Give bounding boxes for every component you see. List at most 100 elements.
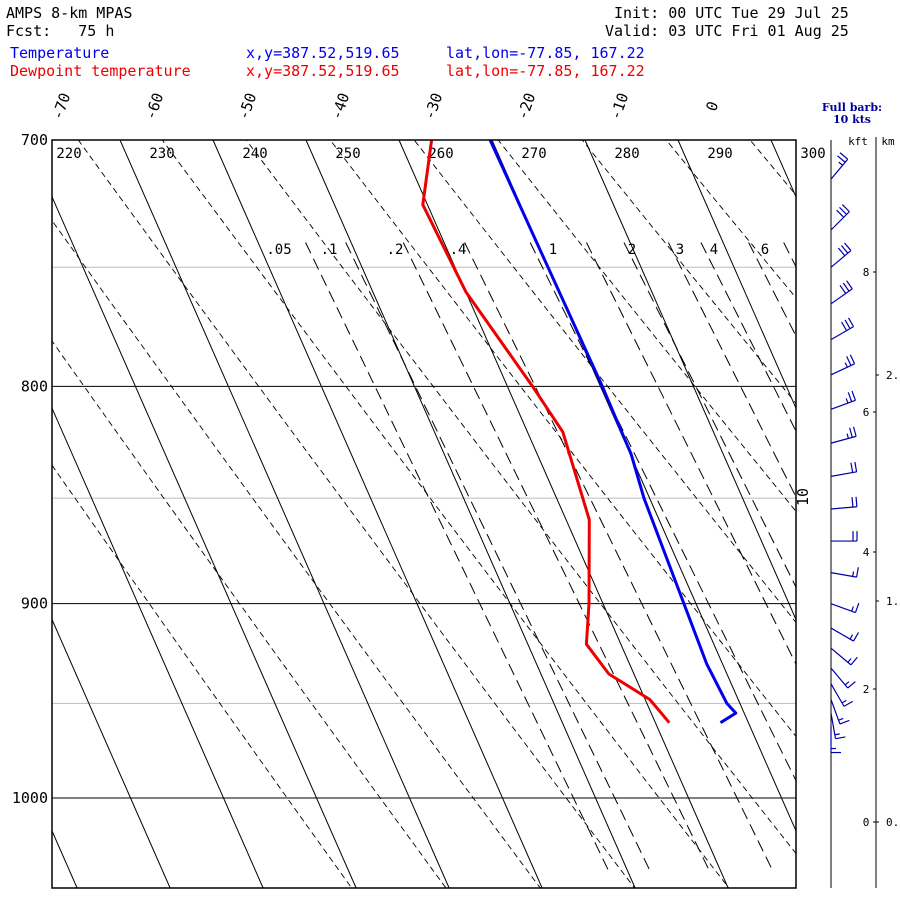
pressure-tick-label: 1000 — [12, 789, 48, 807]
wind-barb-staff — [830, 603, 856, 614]
wind-barb — [830, 602, 860, 614]
mixing-ratio-line — [748, 242, 796, 338]
dry-adiabat — [52, 219, 541, 888]
isotherm-label: -20 — [513, 90, 539, 122]
wind-barb-flag — [837, 155, 846, 163]
forecast-label-text: Fcst: — [6, 22, 52, 40]
dry-adiabat — [497, 140, 796, 513]
legend-dewpoint-name: Dewpoint temperature — [10, 62, 191, 80]
wind-barb-flag — [852, 426, 857, 437]
wind-barb — [830, 152, 849, 180]
mixing-ratio-label: .1 — [321, 242, 338, 258]
wind-barb-flag — [850, 462, 854, 473]
mixing-ratio-label: 1 — [549, 242, 557, 258]
plot-frame — [51, 139, 797, 889]
isotherm-label: 10 — [794, 488, 812, 506]
mixing-ratio-line — [464, 242, 773, 871]
wind-barb-staff — [830, 326, 854, 341]
mixing-ratio-line — [623, 242, 796, 589]
height-kft-tick-label: 2 — [863, 683, 870, 696]
wind-barb-half-flag — [851, 606, 854, 612]
mixing-ratio-line — [345, 242, 651, 871]
pressure-tick-label: 700 — [21, 131, 48, 149]
chart-series — [421, 139, 738, 724]
wind-barb — [830, 317, 855, 341]
dry-adiabat — [52, 464, 353, 888]
wind-barb-staff — [830, 667, 849, 689]
dry-adiabat-label: 270 — [521, 146, 546, 162]
wind-barb — [830, 354, 856, 376]
wind-barb-flag — [839, 152, 849, 160]
barb-note-line1: Full barb: — [821, 101, 883, 114]
wind-barb-staff — [830, 712, 837, 739]
wind-barb — [830, 242, 852, 268]
wind-barb-half-flag — [845, 398, 849, 404]
wind-barb-half-flag — [844, 362, 848, 368]
legend-temperature-xy: x,y=387.52,519.65 — [246, 44, 400, 62]
wind-barb-flag — [854, 602, 860, 613]
forecast-label: Fcst: 75 h — [6, 22, 114, 40]
wind-barb — [830, 627, 860, 642]
wind-barb-staff — [830, 250, 852, 268]
mixing-ratio-line — [700, 242, 796, 433]
dry-adiabat-label: 260 — [428, 146, 453, 162]
mixing-ratio-label: 6 — [761, 242, 769, 258]
wind-barb-flag — [843, 700, 853, 707]
isotherm-label: 0 — [702, 99, 722, 114]
wind-barb-half-flag — [838, 717, 844, 721]
isotherm-line — [52, 829, 78, 888]
isotherm-label: -70 — [48, 90, 74, 122]
mixing-ratio-label: .4 — [450, 242, 467, 258]
isotherm-label-text: -30 — [420, 90, 446, 122]
wind-barb — [830, 390, 856, 410]
wind-barb-staff — [830, 699, 841, 725]
isotherm-label-text: -20 — [513, 90, 539, 122]
wind-barb — [830, 726, 841, 754]
height-kft-tick-label: 0 — [863, 816, 870, 829]
wind-barb-flag — [844, 242, 852, 251]
temperature-line — [488, 139, 738, 724]
isotherm-line — [52, 195, 357, 888]
mixing-ratio-label: 3 — [676, 242, 684, 258]
wind-barb — [830, 204, 850, 231]
wind-barb-flag — [839, 719, 850, 725]
pressure-tick-label: 800 — [21, 377, 48, 395]
wind-barb — [830, 683, 853, 707]
isotherm-label: -10 — [606, 90, 632, 122]
isotherm-line — [864, 140, 900, 888]
wind-barb-flag — [856, 567, 859, 578]
wind-barb-staff — [830, 471, 857, 477]
height-km-tick-label: 1. — [886, 595, 899, 608]
mixing-ratio-line — [873, 243, 900, 871]
isotherm-label-text: -70 — [48, 90, 74, 122]
wind-barb-flag — [835, 736, 846, 740]
dry-adiabat — [52, 340, 447, 888]
dry-adiabat — [329, 140, 796, 738]
pressure-tick-label: 900 — [21, 595, 48, 613]
valid-label: Valid: — [605, 22, 660, 40]
isotherm-line — [119, 140, 450, 888]
isotherm-line — [52, 618, 171, 888]
wind-barb-flag — [847, 317, 855, 327]
wind-barb-flag — [840, 245, 849, 254]
model-title: AMPS 8-km MPAS — [6, 4, 133, 22]
wind-barb-half-flag — [844, 681, 850, 686]
mixing-ratio-label: .2 — [387, 242, 404, 258]
wind-barb-staff — [830, 363, 855, 376]
wind-barb-flag — [847, 392, 853, 402]
wind-barb-flag — [846, 280, 853, 290]
wind-barb — [830, 712, 846, 740]
wind-barb — [830, 280, 853, 305]
legend-temperature-latlon: lat,lon=-77.85, 167.22 — [446, 44, 645, 62]
isotherm-line — [770, 140, 796, 199]
dry-adiabat — [77, 140, 636, 888]
dry-adiabat — [749, 140, 796, 196]
wind-barb-flag — [854, 461, 858, 472]
isotherm-line — [584, 140, 796, 621]
wind-barb — [830, 647, 858, 666]
wind-barb-flag — [852, 632, 860, 642]
wind-barb-staff — [830, 506, 857, 510]
isotherm-line — [305, 140, 636, 888]
